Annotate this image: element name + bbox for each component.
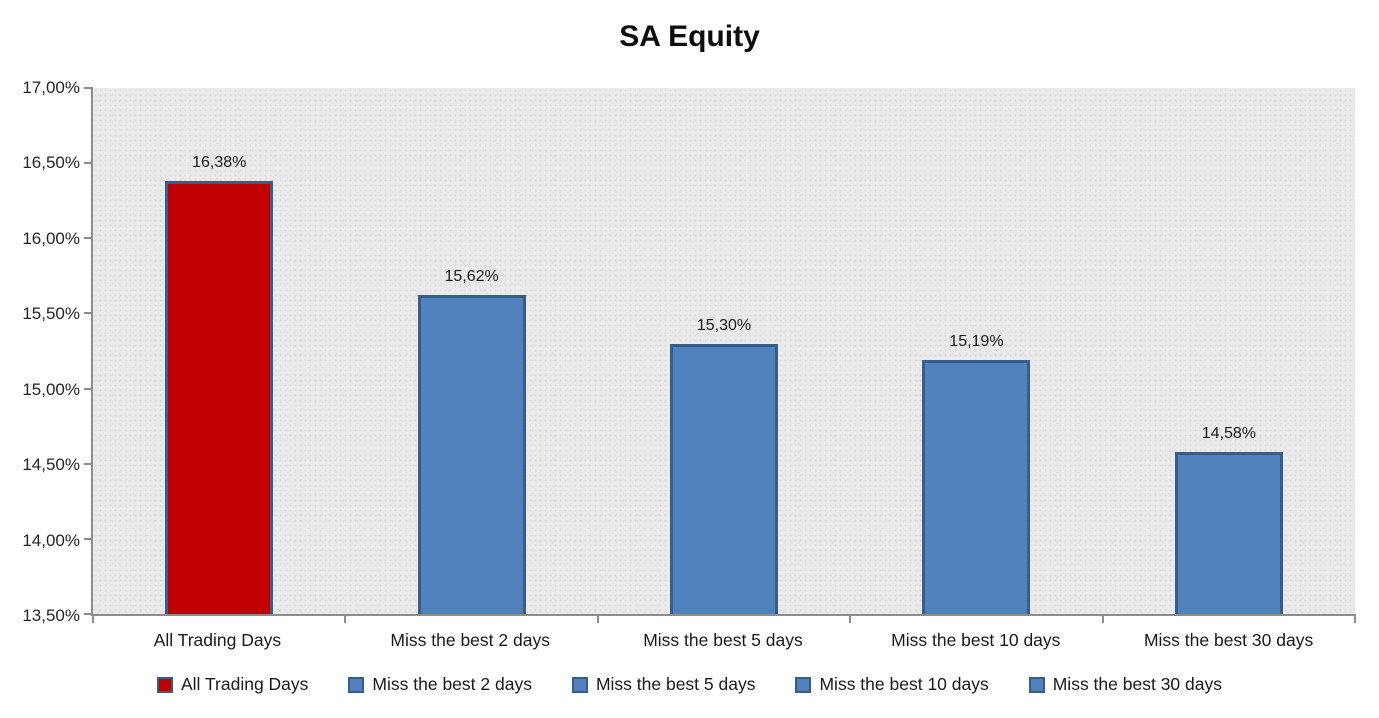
y-tick-mark — [84, 237, 93, 240]
bar-slot-all-trading-days: 16,38% — [93, 88, 345, 614]
bar-miss-the-best-10-days — [922, 360, 1031, 614]
y-tick-label: 14,00% — [22, 530, 80, 550]
legend-marker-icon — [571, 676, 588, 693]
legend-item-miss-the-best-5-days: Miss the best 5 days — [571, 674, 756, 695]
bar-data-label: 15,62% — [444, 268, 499, 286]
y-tick-label: 14,50% — [22, 455, 80, 475]
x-tick-mark — [92, 614, 94, 623]
y-tick-label: 15,00% — [22, 379, 80, 399]
bar-slot-miss-the-best-5-days: 15,30% — [598, 88, 850, 614]
x-category-label-miss-the-best-10-days: Miss the best 10 days — [891, 630, 1061, 650]
legend-label: All Trading Days — [181, 674, 309, 694]
legend-marker-icon — [795, 676, 812, 693]
y-tick-mark — [84, 87, 93, 89]
legend-marker-icon — [1028, 676, 1045, 693]
chart-title: SA Equity — [619, 20, 760, 53]
bar-miss-the-best-2-days — [417, 295, 526, 614]
bar-data-label: 15,30% — [696, 316, 752, 334]
bar-slot-miss-the-best-2-days: 15,62% — [345, 88, 597, 614]
x-category-label-miss-the-best-30-days: Miss the best 30 days — [1143, 630, 1314, 650]
plot-area: 16,38% 15,62% 15,30% 15,19% 14,58% — [84, 87, 1356, 623]
y-tick-mark — [84, 613, 93, 615]
bar-series: 16,38% 15,62% 15,30% 15,19% 14,58% — [93, 88, 1355, 614]
y-tick-mark — [84, 162, 93, 165]
y-tick-label: 16,50% — [22, 153, 80, 173]
x-tick-mark — [344, 614, 347, 623]
x-tick-mark — [1101, 614, 1104, 623]
bar-miss-the-best-30-days — [1174, 451, 1283, 614]
legend-label: Miss the best 5 days — [595, 674, 756, 694]
y-tick-mark — [84, 312, 93, 315]
bar-data-label: 16,38% — [192, 154, 247, 172]
legend-marker-icon — [348, 676, 365, 693]
y-tick-label: 16,00% — [22, 228, 80, 248]
x-tick-mark — [596, 614, 599, 623]
bar-slot-miss-the-best-10-days: 15,19% — [850, 88, 1102, 614]
legend-marker-icon — [157, 676, 173, 693]
y-tick-label: 13,50% — [22, 606, 80, 625]
legend-label: Miss the best 30 days — [1052, 674, 1222, 694]
x-tick-mark — [1354, 614, 1356, 623]
y-tick-label: 15,50% — [22, 304, 80, 324]
legend-item-miss-the-best-10-days: Miss the best 10 days — [795, 674, 989, 695]
bar-all-trading-days — [165, 181, 274, 614]
bar-slot-miss-the-best-30-days: 14,58% — [1103, 88, 1355, 614]
legend-item-all-trading-days: All Trading Days — [157, 674, 308, 695]
y-tick-mark — [84, 387, 93, 390]
bar-data-label: 15,19% — [949, 333, 1004, 351]
bar-data-label: 14,58% — [1201, 424, 1256, 442]
y-tick-mark — [84, 537, 93, 540]
legend-label: Miss the best 2 days — [372, 674, 532, 694]
x-category-label-miss-the-best-5-days: Miss the best 5 days — [643, 630, 803, 650]
legend-item-miss-the-best-30-days: Miss the best 30 days — [1028, 674, 1222, 695]
x-axis-labels: All Trading Days Miss the best 2 days Miss… — [91, 630, 1355, 651]
y-tick-mark — [84, 462, 93, 465]
legend: All Trading Days Miss the best 2 days Miss… — [0, 674, 1379, 695]
legend-item-miss-the-best-2-days: Miss the best 2 days — [348, 674, 532, 695]
y-tick-label: 17,00% — [22, 78, 80, 97]
y-axis: 17,00% 16,50% 16,00% 15,50% 15,00% 14,50% 14,0… — [0, 78, 80, 625]
legend-label: Miss the best 10 days — [819, 674, 989, 694]
bar-miss-the-best-5-days — [670, 343, 779, 614]
x-tick-mark — [849, 614, 852, 623]
x-category-label-all-trading-days: All Trading Days — [153, 630, 282, 650]
x-category-label-miss-the-best-2-days: Miss the best 2 days — [390, 630, 550, 650]
